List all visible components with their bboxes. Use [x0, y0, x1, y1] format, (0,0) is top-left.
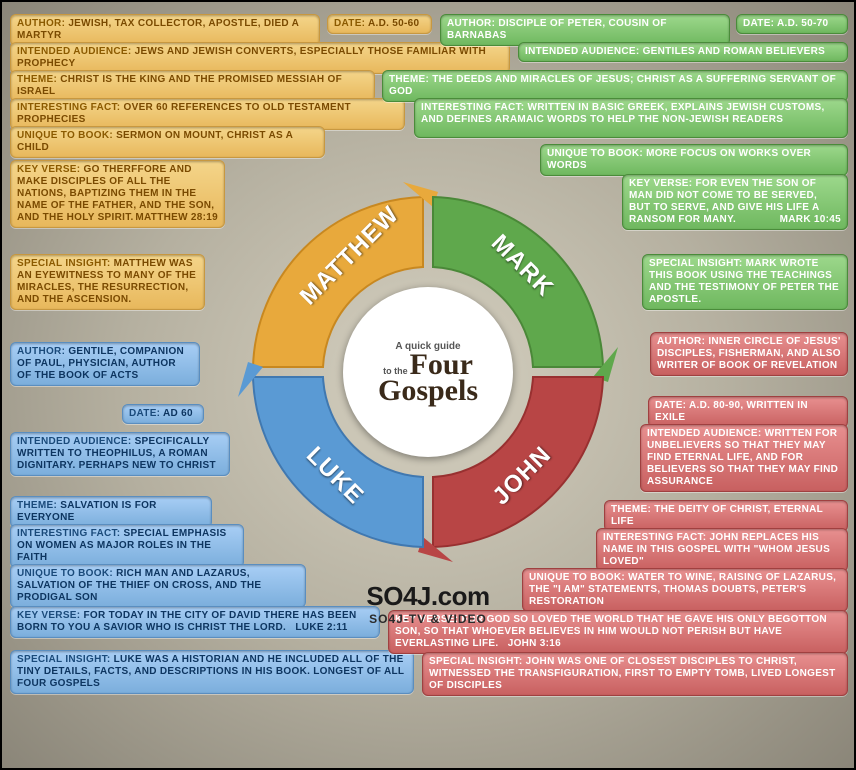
- mark-author-label: AUTHOR:: [447, 18, 495, 29]
- mark-insight-label: SPECIAL INSIGHT:: [649, 258, 743, 269]
- matthew-audience-label: INTENDED AUDIENCE:: [17, 46, 131, 57]
- luke-author-box: AUTHOR: GENTILE, COMPANION OF PAUL, PHYS…: [10, 342, 200, 386]
- matthew-verse-box: KEY VERSE: GO THERFFORE AND MAKE DISCIPL…: [10, 160, 225, 228]
- john-date-label: DATE:: [655, 400, 686, 411]
- matthew-verse-label: KEY VERSE:: [17, 164, 80, 175]
- john-insight-box: SPECIAL INSIGHT: JOHN WAS ONE OF CLOSEST…: [422, 652, 848, 696]
- mark-unique-box: UNIQUE TO BOOK: MORE FOCUS ON WORKS OVER…: [540, 144, 848, 176]
- matthew-insight-label: SPECIAL INSIGHT:: [17, 258, 111, 269]
- mark-date-label: DATE:: [743, 18, 774, 29]
- mark-insight-box: SPECIAL INSIGHT: MARK WROTE THIS BOOK US…: [642, 254, 848, 310]
- footer: SO4J.com SO4J-TV & VIDEO: [278, 581, 578, 626]
- luke-audience-box: INTENDED AUDIENCE: SPECIFICALLY WRITTEN …: [10, 432, 230, 476]
- luke-fact-box: INTERESTING FACT: SPECIAL EMPHASIS ON WO…: [10, 524, 244, 568]
- mark-fact-label: INTERESTING FACT:: [421, 102, 524, 113]
- matthew-date-box: DATE: A.D. 50-60: [327, 14, 432, 34]
- luke-fact-label: INTERESTING FACT:: [17, 528, 120, 539]
- john-verse-ref: JOHN 3:16: [508, 638, 561, 649]
- john-fact-box: INTERESTING FACT: JOHN REPLACES HIS NAME…: [596, 528, 848, 572]
- john-author-label: AUTHOR:: [657, 336, 705, 347]
- matthew-theme-value: CHRIST IS THE KING AND THE PROMISED MESS…: [17, 74, 342, 97]
- mark-theme-value: THE DEEDS AND MIRACLES OF JESUS; CHRIST …: [389, 74, 836, 97]
- mark-audience-box: INTENDED AUDIENCE: GENTILES AND ROMAN BE…: [518, 42, 848, 62]
- john-author-box: AUTHOR: INNER CIRCLE OF JESUS' DISCIPLES…: [650, 332, 848, 376]
- mark-verse-box: KEY VERSE: FOR EVEN THE SON OF MAN DID N…: [622, 174, 848, 230]
- matthew-author-label: AUTHOR:: [17, 18, 65, 29]
- mark-audience-label: INTENDED AUDIENCE:: [525, 46, 639, 57]
- luke-insight-label: SPECIAL INSIGHT:: [17, 654, 111, 665]
- matthew-theme-label: THEME:: [17, 74, 57, 85]
- center-circle: A quick guide to the Four Gospels: [343, 287, 513, 457]
- john-audience-box: INTENDED AUDIENCE: WRITTEN FOR UNBELIEVE…: [640, 424, 848, 492]
- matthew-unique-label: UNIQUE TO BOOK:: [17, 130, 113, 141]
- luke-author-label: AUTHOR:: [17, 346, 65, 357]
- matthew-fact-label: INTERESTING FACT:: [17, 102, 120, 113]
- matthew-unique-box: UNIQUE TO BOOK: SERMON ON MOUNT, CHRIST …: [10, 126, 325, 158]
- luke-unique-label: UNIQUE TO BOOK:: [17, 568, 113, 579]
- john-insight-label: SPECIAL INSIGHT:: [429, 656, 523, 667]
- matthew-verse-ref: MATTHEW 28:19: [135, 212, 218, 224]
- footer-sub: SO4J-TV & VIDEO: [278, 612, 578, 626]
- center-title-2: Gospels: [378, 378, 478, 404]
- luke-date-value: AD 60: [163, 408, 193, 419]
- mark-date-value: A.D. 50-70: [777, 18, 828, 29]
- matthew-date-value: A.D. 50-60: [368, 18, 419, 29]
- mark-date-box: DATE: A.D. 50-70: [736, 14, 848, 34]
- luke-audience-label: INTENDED AUDIENCE:: [17, 436, 131, 447]
- luke-date-label: DATE:: [129, 408, 160, 419]
- luke-insight-box: SPECIAL INSIGHT: LUKE WAS A HISTORIAN AN…: [10, 650, 414, 694]
- mark-verse-ref: MARK 10:45: [780, 214, 841, 226]
- luke-unique-box: UNIQUE TO BOOK: RICH MAN AND LAZARUS, SA…: [10, 564, 306, 608]
- mark-verse-label: KEY VERSE:: [629, 178, 692, 189]
- center-wheel: MATTHEW MARK LUKE JOHN A quick guide to …: [238, 182, 618, 562]
- matthew-insight-box: SPECIAL INSIGHT: MATTHEW WAS AN EYEWITNE…: [10, 254, 205, 310]
- luke-date-box: DATE: AD 60: [122, 404, 204, 424]
- luke-verse-label: KEY VERSE:: [17, 610, 80, 621]
- footer-main: SO4J.com: [278, 581, 578, 612]
- john-fact-label: INTERESTING FACT:: [603, 532, 706, 543]
- luke-theme-label: THEME:: [17, 500, 57, 511]
- mark-theme-label: THEME:: [389, 74, 429, 85]
- mark-fact-box: INTERESTING FACT: WRITTEN IN BASIC GREEK…: [414, 98, 848, 138]
- john-audience-label: INTENDED AUDIENCE:: [647, 428, 761, 439]
- mark-unique-label: UNIQUE TO BOOK:: [547, 148, 643, 159]
- matthew-date-label: DATE:: [334, 18, 365, 29]
- mark-audience-value: GENTILES AND ROMAN BELIEVERS: [643, 46, 826, 57]
